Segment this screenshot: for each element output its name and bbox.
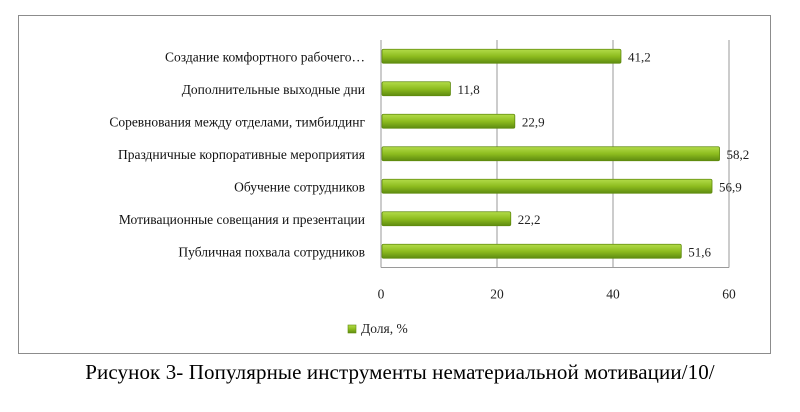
data-labels: 41,2 11,8 22,9 58,2 56,9 22,2 51,6: [457, 49, 749, 259]
x-tick-label: 40: [606, 287, 620, 302]
data-label: 22,9: [522, 114, 545, 129]
legend: Доля, %: [347, 321, 408, 336]
category-label: Дополнительные выходные дни: [182, 82, 365, 97]
bar: [381, 81, 451, 97]
bar: [381, 178, 713, 194]
category-label: Праздничные корпоративные мероприятия: [118, 147, 365, 162]
bar: [381, 211, 512, 227]
data-label: 11,8: [457, 82, 479, 97]
data-label: 56,9: [719, 179, 742, 194]
category-label: Публичная похвала сотрудников: [178, 244, 365, 259]
legend-swatch: [347, 324, 357, 334]
category-label: Мотивационные совещания и презентации: [119, 212, 365, 227]
bar: [381, 243, 682, 259]
bar: [381, 48, 622, 64]
category-label: Обучение сотрудников: [234, 179, 365, 194]
figure-caption: Рисунок 3- Популярные инструменты немате…: [85, 360, 715, 384]
category-label: Создание комфортного рабочего…: [165, 49, 365, 64]
category-label: Соревнования между отделами, тимбилдинг: [109, 114, 365, 129]
data-label: 51,6: [688, 244, 711, 259]
x-axis-tick-labels: 0 20 40 60: [378, 287, 736, 302]
bar: [381, 113, 516, 129]
data-label: 58,2: [727, 147, 750, 162]
bar: [381, 146, 720, 162]
x-tick-label: 60: [722, 287, 736, 302]
category-labels: Создание комфортного рабочего… Дополнител…: [109, 49, 365, 259]
bars: [381, 48, 720, 259]
data-label: 41,2: [628, 49, 651, 64]
x-tick-label: 20: [490, 287, 504, 302]
data-label: 22,2: [518, 212, 541, 227]
legend-label: Доля, %: [361, 321, 408, 336]
x-tick-label: 0: [378, 287, 385, 302]
